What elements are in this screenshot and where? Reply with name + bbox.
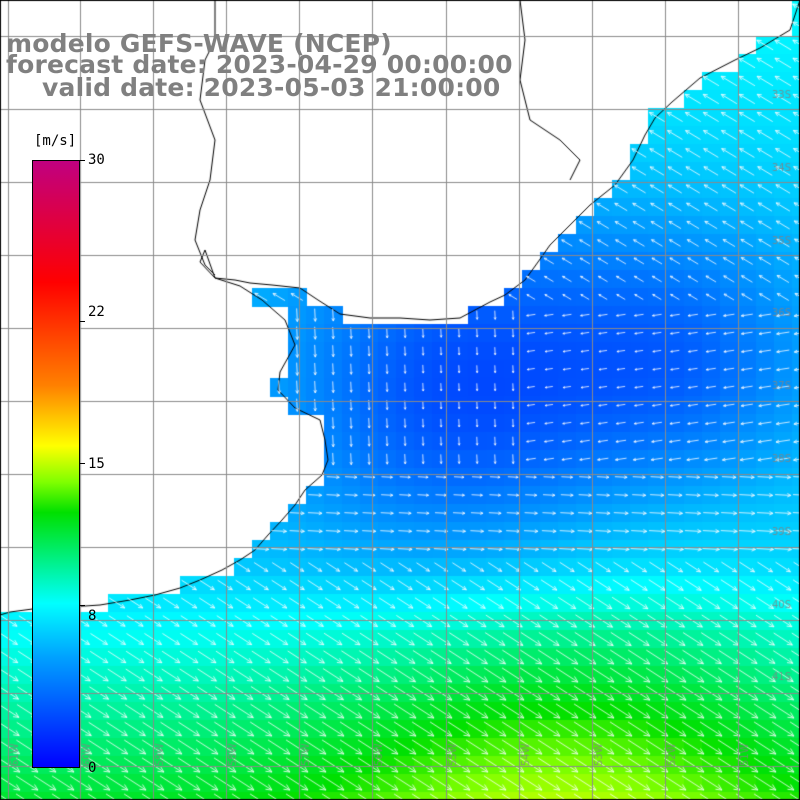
colorbar-tick-15: 15	[88, 456, 105, 472]
colorbar-tick-mark	[79, 605, 85, 606]
valid-date: valid date: 2023-05-03 21:00:00	[42, 73, 501, 102]
colorbar-legend: [m/s] 30 22 15 8 0	[0, 125, 110, 775]
colorbar-unit-label: [m/s]	[34, 133, 77, 149]
colorbar-tick-mark	[79, 463, 85, 464]
model-title: modelo GEFS-WAVE (NCEP)	[6, 29, 392, 58]
forecast-date: forecast date: 2023-04-29 00:00:00	[6, 50, 513, 79]
colorbar-tick-30: 30	[88, 152, 105, 168]
colorbar-tick-0: 0	[88, 760, 97, 776]
colorbar-gradient	[32, 160, 80, 768]
colorbar-tick-mark	[79, 160, 85, 161]
colorbar-tick-22: 22	[88, 304, 105, 320]
colorbar-tick-8: 8	[88, 608, 97, 624]
colorbar-tick-mark	[79, 321, 85, 322]
